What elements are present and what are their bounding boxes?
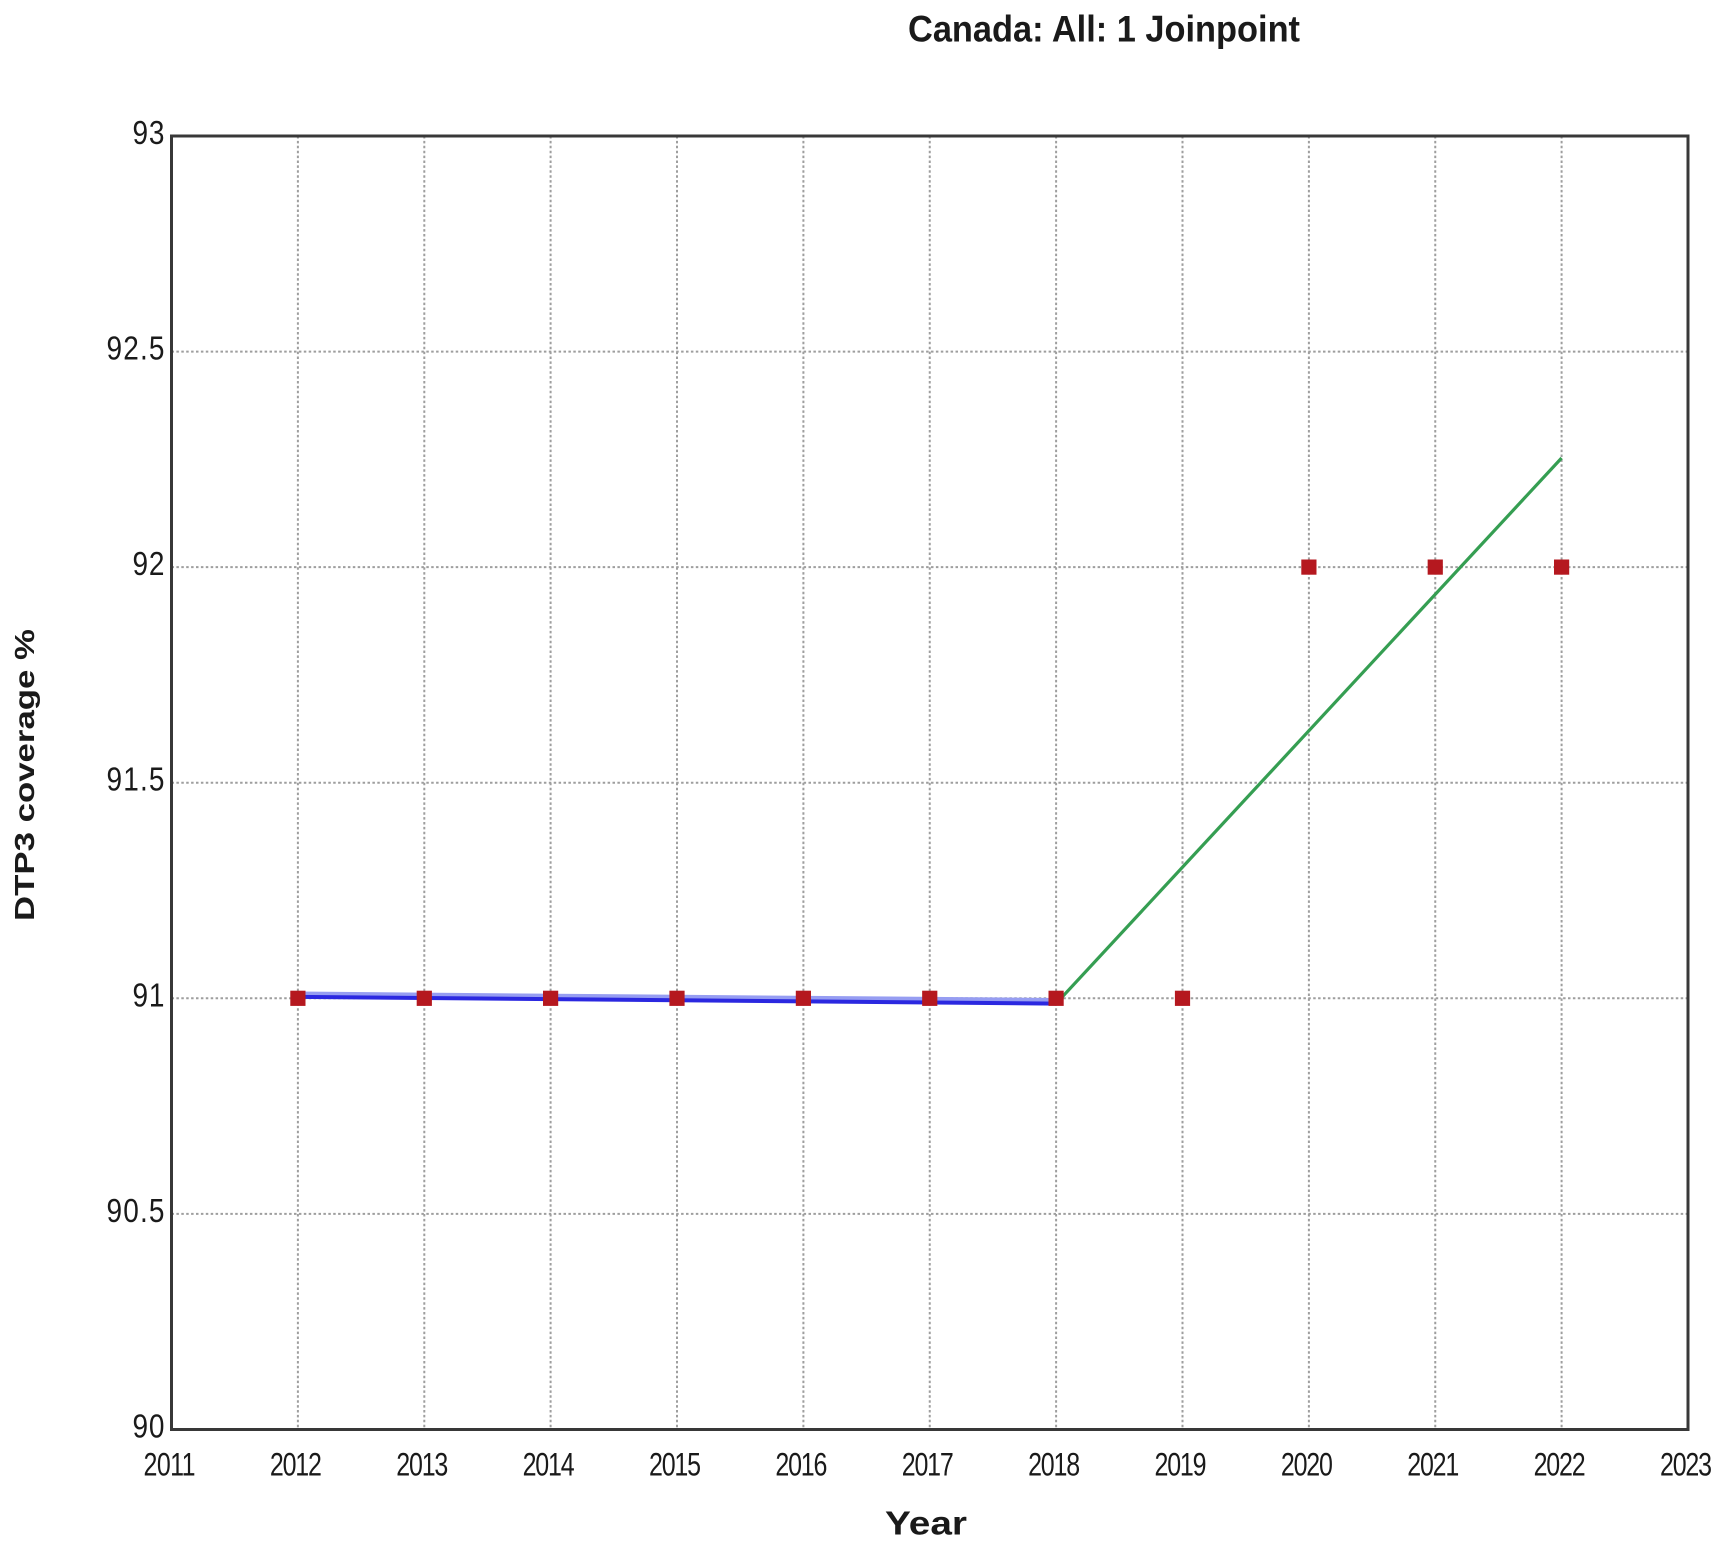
svg-text:2014: 2014 [523,1448,575,1484]
svg-text:2011: 2011 [144,1448,196,1484]
svg-text:90.5: 90.5 [107,1191,165,1229]
svg-text:2023: 2023 [1660,1448,1712,1484]
svg-text:2015: 2015 [649,1448,701,1484]
svg-text:DTP3 coverage %: DTP3 coverage % [9,629,40,921]
svg-text:92: 92 [133,545,165,583]
svg-text:91: 91 [133,976,165,1014]
svg-text:2020: 2020 [1281,1448,1333,1484]
svg-text:2012: 2012 [270,1448,322,1484]
svg-text:90: 90 [133,1407,165,1445]
svg-text:2017: 2017 [902,1448,954,1484]
svg-text:2016: 2016 [775,1448,827,1484]
svg-text:2019: 2019 [1155,1448,1207,1484]
svg-text:92.5: 92.5 [107,329,165,367]
svg-text:Year: Year [885,1504,967,1542]
svg-text:2013: 2013 [396,1448,448,1484]
svg-text:2018: 2018 [1028,1448,1080,1484]
svg-text:91.5: 91.5 [107,760,165,798]
svg-text:2022: 2022 [1534,1448,1586,1484]
svg-text:2021: 2021 [1407,1448,1459,1484]
svg-text:93: 93 [133,114,165,152]
svg-text:Canada: All: 1 Joinpoint: Canada: All: 1 Joinpoint [908,10,1300,50]
